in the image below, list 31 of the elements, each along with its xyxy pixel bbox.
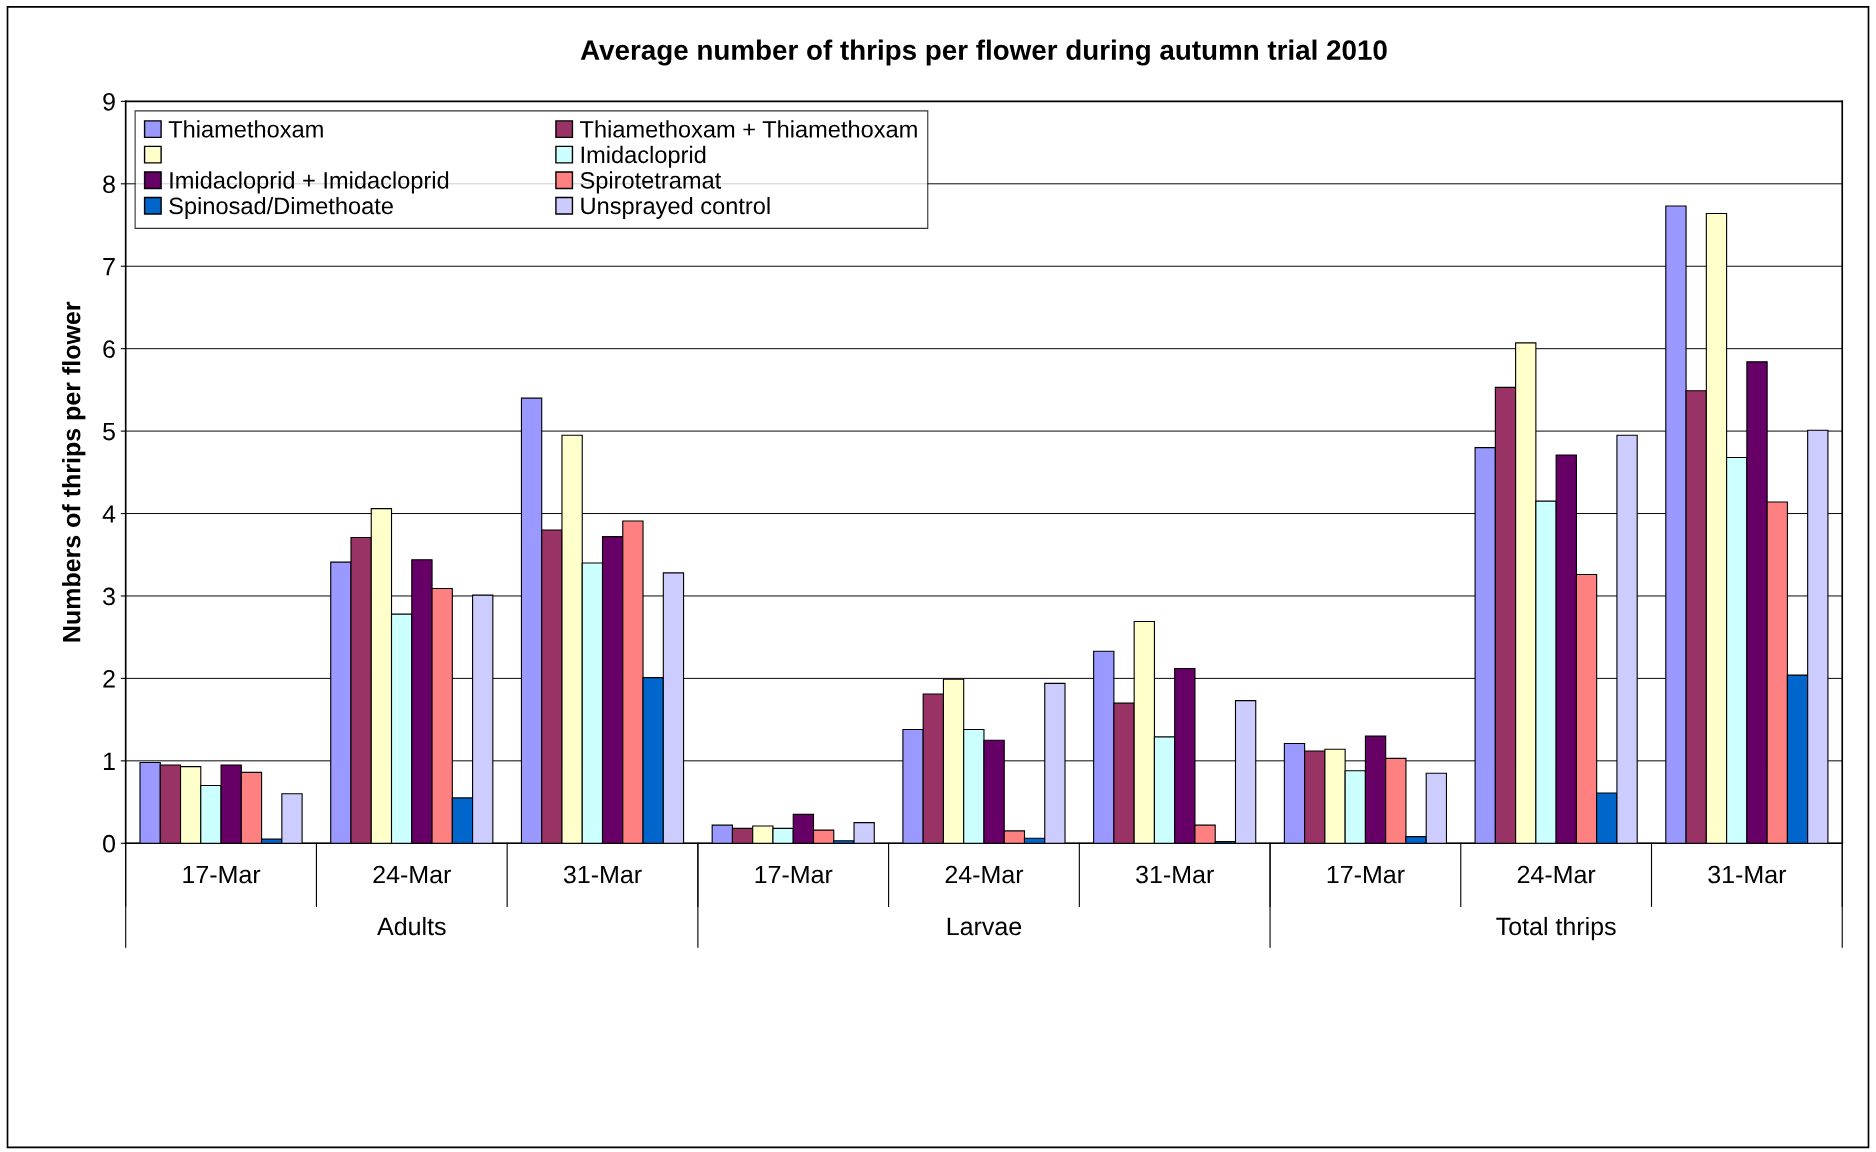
legend-label: Unsprayed control [581,196,770,219]
x-tick-label: 17-Mar [183,865,261,884]
x-tick-label: 31-Mar [1708,865,1787,884]
text: Larvae [947,917,1022,936]
legend-label: Spirotetramat [580,171,722,194]
legend-label: Thiamethoxam + Thiamethoxam [580,120,917,138]
y-tick-label: 0 [103,834,115,853]
text: Adults [377,916,446,936]
x-tick-label: 24-Mar [1517,865,1596,884]
y-axis-title: Numbers of thrips per flower [62,301,86,642]
y-tick-label: 5 [103,422,115,441]
x-tick-label: 17-Mar [1327,865,1405,884]
y-tick-label: 9 [103,92,115,111]
x-tick-label: 31-Mar [1136,865,1214,884]
y-tick-label: 6 [103,340,115,358]
x-tick-label: 24-Mar [373,865,451,884]
y-tick-label: 1 [103,752,115,770]
y-tick-label: 2 [103,670,115,688]
legend-label: Thiamethoxam [168,120,323,138]
chart-title: Average number of thrips per flower during autumn trial 2010 [580,39,1387,66]
text: Total thrips [1496,916,1616,941]
y-tick-label: 3 [103,587,115,606]
legend-label: Imidacloprid [581,145,706,168]
y-tick-label: 8 [103,175,115,194]
legend-label: Imidacloprid + Imidacloprid [170,171,449,194]
legend-label: Spinosad/Dimethoate [169,196,393,219]
y-tick-label: 7 [103,258,115,276]
y-tick-label: 4 [102,505,116,523]
x-tick-label: 17-Mar [755,865,833,884]
x-tick-label: 31-Mar [563,865,642,884]
x-tick-label: 24-Mar [945,865,1024,884]
